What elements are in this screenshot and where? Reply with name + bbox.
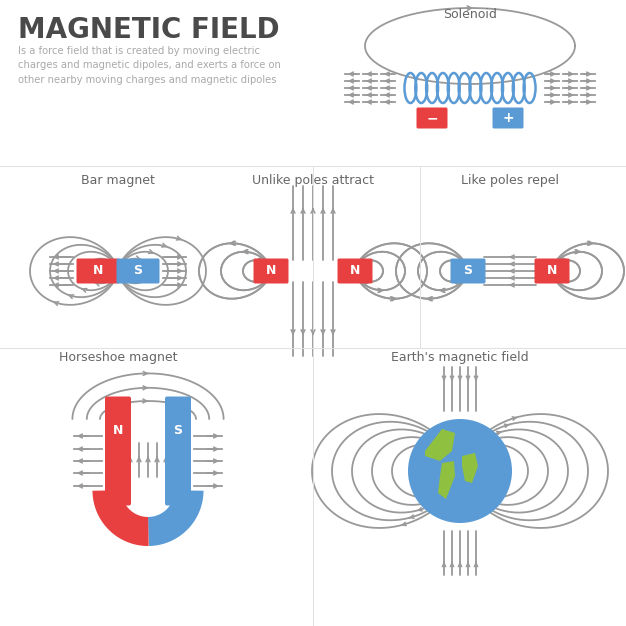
- FancyBboxPatch shape: [254, 259, 289, 284]
- Polygon shape: [462, 453, 478, 483]
- FancyBboxPatch shape: [337, 259, 372, 284]
- Text: Is a force field that is created by moving electric
charges and magnetic dipoles: Is a force field that is created by movi…: [18, 46, 281, 85]
- Text: S: S: [463, 265, 473, 277]
- Text: S: S: [173, 424, 183, 438]
- FancyBboxPatch shape: [416, 108, 448, 128]
- FancyBboxPatch shape: [165, 396, 191, 506]
- FancyBboxPatch shape: [76, 259, 120, 284]
- Text: Horseshoe magnet: Horseshoe magnet: [59, 351, 177, 364]
- Text: N: N: [547, 265, 557, 277]
- Text: +: +: [502, 111, 514, 125]
- Text: Solenoid: Solenoid: [443, 8, 497, 21]
- Text: N: N: [350, 265, 360, 277]
- Text: N: N: [266, 265, 276, 277]
- Text: Unlike poles attract: Unlike poles attract: [252, 174, 374, 187]
- FancyBboxPatch shape: [116, 259, 160, 284]
- Circle shape: [408, 419, 512, 523]
- FancyBboxPatch shape: [535, 259, 570, 284]
- Polygon shape: [438, 461, 455, 499]
- Text: MAGNETIC FIELD: MAGNETIC FIELD: [18, 16, 280, 44]
- Text: Earth's magnetic field: Earth's magnetic field: [391, 351, 529, 364]
- Text: N: N: [93, 265, 103, 277]
- Text: Like poles repel: Like poles repel: [461, 174, 559, 187]
- FancyBboxPatch shape: [105, 396, 131, 506]
- Text: N: N: [113, 424, 123, 438]
- Text: Bar magnet: Bar magnet: [81, 174, 155, 187]
- FancyBboxPatch shape: [451, 259, 486, 284]
- Polygon shape: [425, 429, 455, 461]
- FancyBboxPatch shape: [493, 108, 523, 128]
- Text: S: S: [133, 265, 143, 277]
- Text: −: −: [426, 111, 438, 125]
